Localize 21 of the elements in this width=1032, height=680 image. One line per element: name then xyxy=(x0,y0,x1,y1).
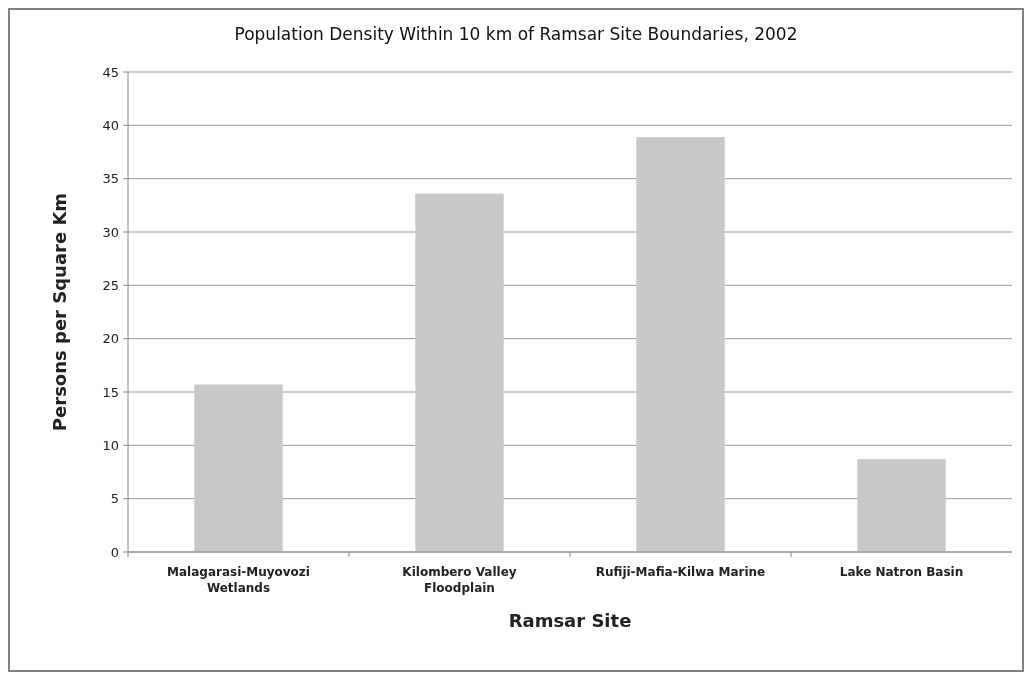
x-tick-label: Kilombero Valley Floodplain xyxy=(402,565,517,595)
bar xyxy=(857,459,946,552)
y-tick-label: 30 xyxy=(102,224,119,240)
y-tick-label: 0 xyxy=(110,544,119,560)
y-tick-label: 25 xyxy=(102,277,119,293)
bar xyxy=(636,137,725,552)
y-tick-label: 10 xyxy=(102,437,119,453)
y-tick-label: 5 xyxy=(110,491,119,507)
bar xyxy=(415,193,504,552)
bar xyxy=(194,384,283,552)
y-tick-label: 45 xyxy=(102,64,119,80)
chart-title: Population Density Within 10 km of Ramsar Site Boundaries, 2002 xyxy=(234,24,798,44)
x-tick-label: Lake Natron Basin xyxy=(839,565,964,579)
y-tick-label: 20 xyxy=(102,331,119,347)
x-tick-label: Rufiji-Mafia-Kilwa Marine xyxy=(595,565,766,579)
y-tick-label: 35 xyxy=(102,171,119,187)
x-tick-label: Malagarasi-Muyovozi Wetlands xyxy=(167,565,310,595)
x-axis-title: Ramsar Site xyxy=(508,610,632,631)
y-tick-label: 15 xyxy=(102,384,119,400)
y-tick-label: 40 xyxy=(102,117,119,133)
y-axis-title: Persons per Square Km xyxy=(49,192,70,432)
